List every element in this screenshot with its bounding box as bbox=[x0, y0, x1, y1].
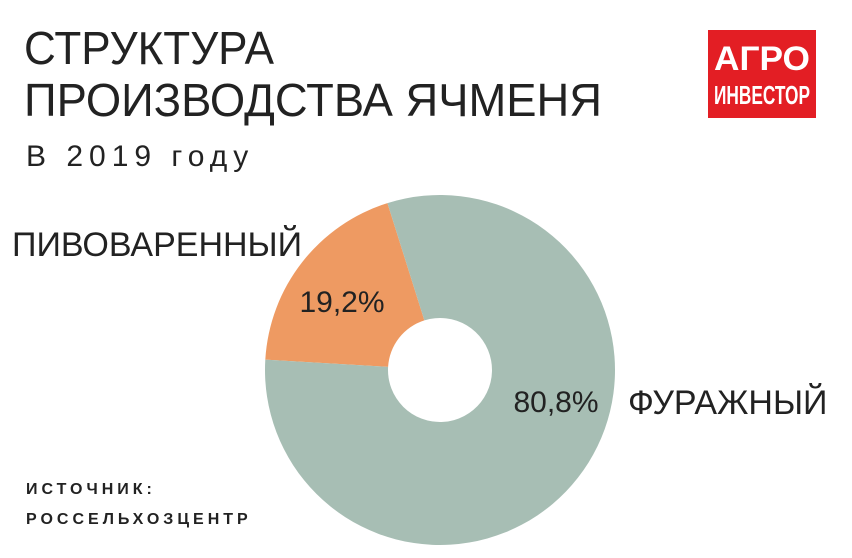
donut-slice bbox=[265, 203, 425, 367]
source-label: ИСТОЧНИК: bbox=[26, 481, 156, 498]
chart-subtitle: В 2019 году bbox=[26, 140, 254, 173]
category-label: ПИВОВАРЕННЫЙ bbox=[12, 226, 302, 264]
logo-box bbox=[708, 30, 816, 118]
logo-text: АГРО bbox=[714, 40, 810, 78]
logo-text: ИНВЕСТОР bbox=[714, 80, 810, 110]
chart-title: СТРУКТУРА bbox=[24, 22, 274, 74]
value-label: 80,8% bbox=[513, 386, 598, 419]
chart-title: ПРОИЗВОДСТВА ЯЧМЕНЯ bbox=[24, 74, 602, 126]
category-label: ФУРАЖНЫЙ bbox=[628, 384, 827, 422]
value-label: 19,2% bbox=[299, 286, 384, 319]
donut-slice bbox=[265, 195, 615, 545]
source-text: РОССЕЛЬХОЗЦЕНТР bbox=[26, 511, 252, 528]
